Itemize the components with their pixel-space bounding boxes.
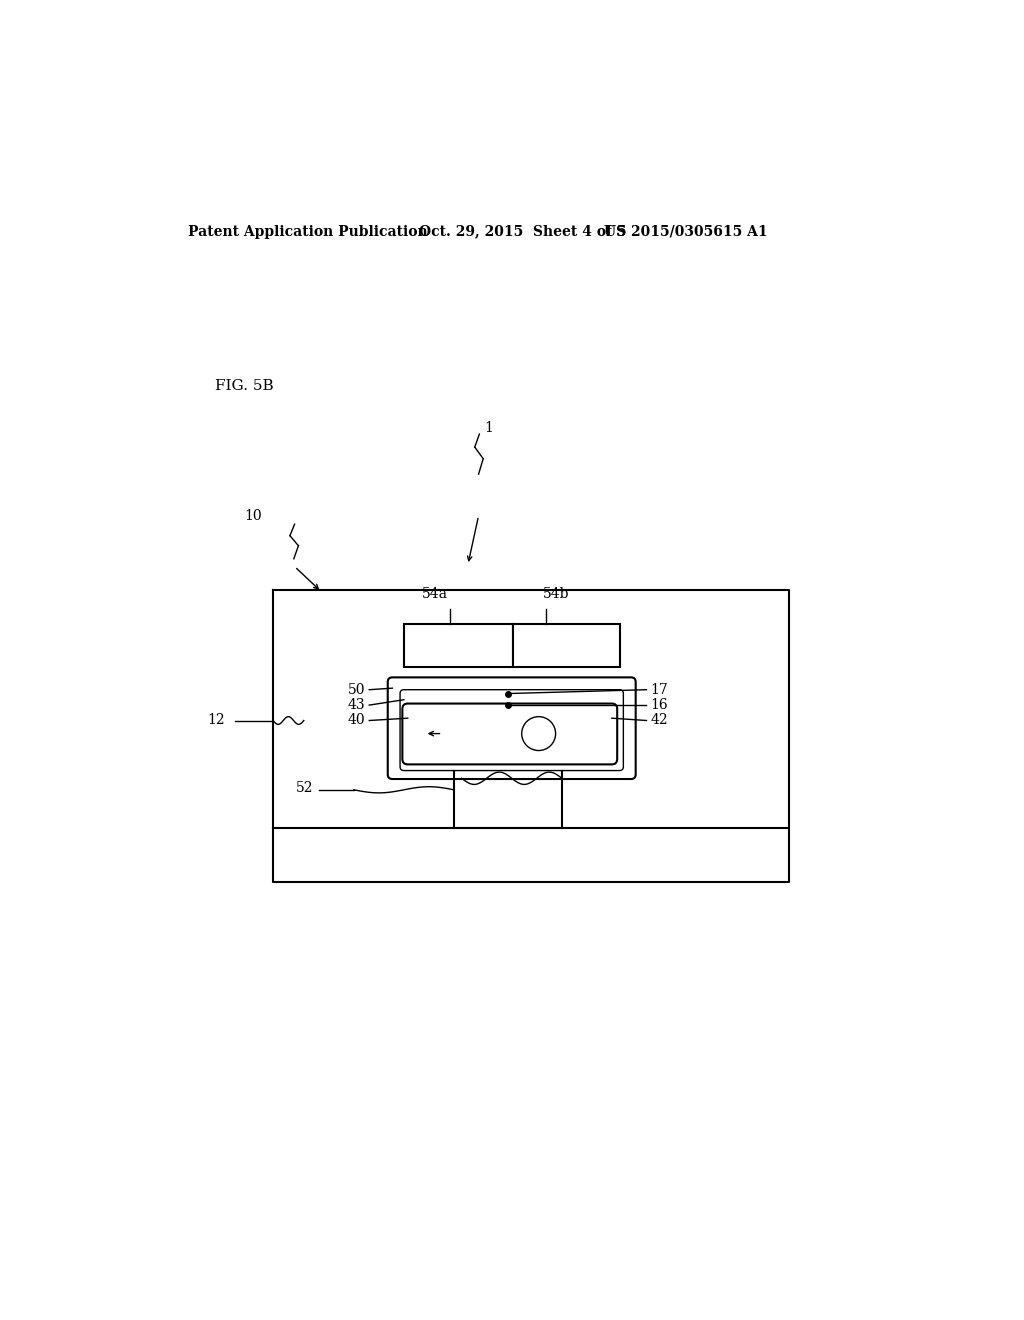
Text: Patent Application Publication: Patent Application Publication xyxy=(188,224,428,239)
Text: 1: 1 xyxy=(484,421,494,434)
Bar xyxy=(513,624,620,667)
FancyBboxPatch shape xyxy=(400,689,624,771)
FancyBboxPatch shape xyxy=(388,677,636,779)
Text: 54b: 54b xyxy=(543,587,569,601)
FancyBboxPatch shape xyxy=(402,704,617,764)
Text: 43: 43 xyxy=(348,698,366,711)
Bar xyxy=(403,624,513,667)
Text: 17: 17 xyxy=(650,682,668,697)
Text: FIG. 5B: FIG. 5B xyxy=(215,379,273,392)
Text: 50: 50 xyxy=(348,682,366,697)
Text: 10: 10 xyxy=(245,510,262,524)
Text: 12: 12 xyxy=(208,714,225,727)
Text: 42: 42 xyxy=(650,714,668,727)
Text: Oct. 29, 2015  Sheet 4 of 5: Oct. 29, 2015 Sheet 4 of 5 xyxy=(419,224,627,239)
Text: 40: 40 xyxy=(348,714,366,727)
Text: US 2015/0305615 A1: US 2015/0305615 A1 xyxy=(604,224,768,239)
Text: 54a: 54a xyxy=(422,587,447,601)
Text: 16: 16 xyxy=(650,698,668,711)
Text: 52: 52 xyxy=(296,781,313,795)
